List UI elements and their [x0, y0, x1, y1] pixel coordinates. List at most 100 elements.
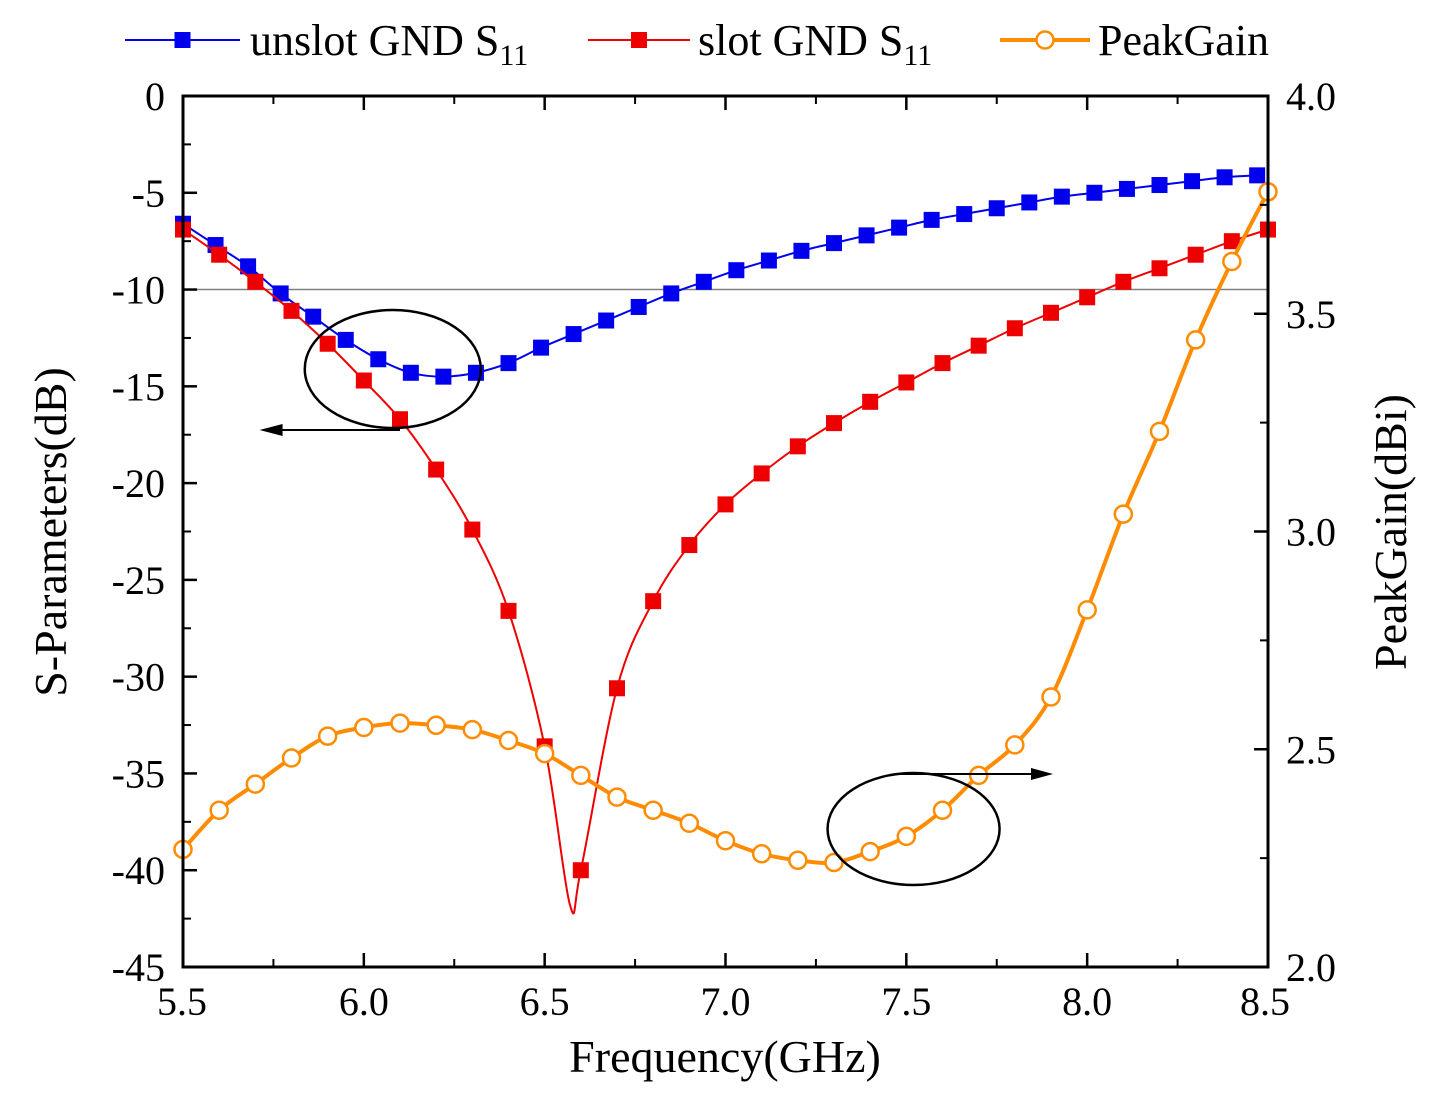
- data-point: [1184, 173, 1201, 190]
- y-left-tick-label: -45: [112, 945, 165, 990]
- y-left-tick-label: 0: [145, 74, 165, 119]
- data-point: [1086, 184, 1103, 201]
- data-point: [663, 285, 680, 302]
- legend-item-2: PeakGain: [1000, 16, 1269, 65]
- series-line-0: [182, 174, 1258, 378]
- data-point: [1115, 273, 1132, 290]
- x-tick-label: 8.5: [1240, 979, 1290, 1024]
- data-point: [1118, 180, 1135, 197]
- data-point: [272, 285, 289, 302]
- legend-item-1: slot GND S11: [588, 16, 932, 72]
- data-point: [1006, 320, 1023, 337]
- y-left-tick-label: -40: [112, 848, 165, 893]
- y-left-tick-label: -35: [112, 751, 165, 796]
- data-point: [283, 302, 300, 319]
- data-point: [988, 200, 1005, 217]
- series-1: [175, 221, 1276, 915]
- y-left-tick-label: -25: [112, 558, 165, 603]
- data-point: [643, 800, 663, 820]
- data-point: [572, 862, 589, 879]
- data-point: [891, 219, 908, 236]
- data-point: [826, 415, 842, 432]
- y-right-tick-label: 3.5: [1286, 292, 1336, 337]
- data-point: [860, 841, 880, 862]
- data-point: [534, 743, 555, 764]
- data-point: [898, 374, 915, 391]
- data-point: [760, 252, 777, 269]
- data-point: [1079, 289, 1096, 306]
- data-point: [1021, 194, 1038, 211]
- legend-label: PeakGain: [1098, 16, 1269, 65]
- legend-label: unslot GND S11: [250, 16, 528, 72]
- data-point: [789, 438, 806, 455]
- data-point: [896, 826, 917, 847]
- series-line-2: [181, 190, 1270, 865]
- data-point: [934, 355, 951, 372]
- data-point: [317, 726, 338, 746]
- annotation-ellipse-right: [826, 771, 1001, 887]
- x-tick-label: 6.5: [520, 979, 570, 1024]
- annotation-ellipse-left: [303, 308, 483, 430]
- data-point: [728, 262, 745, 279]
- y-right-tick-label: 2.5: [1286, 727, 1336, 772]
- data-point: [370, 351, 387, 368]
- data-point: [970, 337, 987, 354]
- data-point: [1041, 687, 1061, 707]
- data-point: [695, 273, 712, 290]
- data-point: [209, 800, 229, 820]
- legend-marker: [1035, 30, 1055, 50]
- data-point: [337, 331, 354, 348]
- data-point: [788, 850, 808, 871]
- data-point: [1077, 600, 1097, 620]
- data-point: [1187, 246, 1204, 263]
- data-point: [498, 730, 519, 751]
- data-point: [392, 411, 408, 428]
- data-point: [428, 461, 445, 478]
- data-point: [923, 211, 940, 228]
- data-point: [598, 312, 615, 329]
- data-point: [247, 273, 264, 290]
- axes: 5.5 6.0 6.5 7.0 7.5 8.0 8.5 0 -5 -10 -15 -20 -25 -30 -…: [112, 74, 1336, 1024]
- data-point: [1249, 167, 1266, 184]
- legend-label: slot GND S11: [698, 16, 932, 72]
- data-point: [607, 787, 627, 807]
- data-point: [1151, 177, 1168, 194]
- data-point: [426, 715, 446, 736]
- y-right-tick-label: 2.0: [1286, 945, 1336, 990]
- data-point: [571, 765, 591, 786]
- y-right-tick-label: 4.0: [1286, 74, 1336, 119]
- legend-marker: [631, 32, 647, 48]
- y-left-tick-label: -20: [112, 461, 165, 506]
- y-left-tick-label: -15: [112, 364, 165, 409]
- data-point: [956, 206, 973, 223]
- y-left-axis-title: S-Parameters(dB): [25, 367, 76, 697]
- annotation-arrowhead-left: [259, 424, 283, 436]
- series-layer: [173, 167, 1278, 915]
- legend-item-0: unslot GND S11: [125, 16, 528, 72]
- data-point: [500, 355, 517, 372]
- data-point: [681, 537, 698, 554]
- data-point: [533, 339, 550, 356]
- x-tick-label: 8.0: [1062, 979, 1112, 1024]
- legend-label-text: unslot GND S: [250, 16, 499, 65]
- data-point: [932, 800, 953, 820]
- data-point: [390, 713, 410, 733]
- data-point: [435, 368, 452, 385]
- data-point: [281, 748, 302, 768]
- data-point: [240, 258, 257, 275]
- legend-label-subscript: 11: [903, 39, 932, 72]
- legend-label-text: PeakGain: [1098, 16, 1269, 65]
- data-point: [1149, 421, 1170, 442]
- annotation-arrowhead-right: [1031, 768, 1053, 780]
- data-point: [1216, 169, 1233, 186]
- data-point: [462, 719, 483, 740]
- data-point: [862, 393, 879, 410]
- data-point: [355, 372, 372, 389]
- data-point: [319, 335, 336, 352]
- data-point: [245, 774, 266, 794]
- annotations: [259, 308, 1053, 887]
- legend: unslot GND S11 slot GND S11 PeakGain: [125, 16, 1269, 72]
- x-tick-label: 6.0: [339, 979, 389, 1024]
- data-point: [1053, 188, 1070, 205]
